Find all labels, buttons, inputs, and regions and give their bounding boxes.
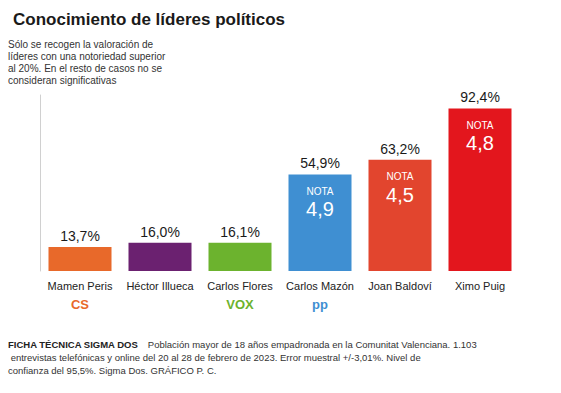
svg-text:Carlos Flores: Carlos Flores (207, 280, 273, 292)
svg-text:Carlos Mazón: Carlos Mazón (286, 280, 354, 292)
svg-text:Población mayor de 18 años emp: Población mayor de 18 años empadronada e… (143, 339, 477, 350)
svg-text:13,7%: 13,7% (60, 228, 100, 244)
svg-text:Joan Baldoví: Joan Baldoví (368, 280, 432, 292)
svg-text:FICHA TÉCNICA SIGMA DOS: FICHA TÉCNICA SIGMA DOS (8, 339, 138, 350)
svg-text:4,9: 4,9 (306, 198, 334, 220)
svg-text:entrevistas telefónicas y onli: entrevistas telefónicas y online del 20 … (8, 352, 423, 363)
svg-text:NOTA: NOTA (386, 171, 413, 182)
svg-text:16,0%: 16,0% (140, 224, 180, 240)
svg-text:pp: pp (312, 297, 328, 312)
svg-text:líderes con una notoriedad sup: líderes con una notoriedad superior (8, 51, 168, 62)
svg-text:16,1%: 16,1% (220, 224, 260, 240)
svg-text:NOTA: NOTA (466, 120, 493, 131)
svg-text:4,8: 4,8 (466, 132, 494, 154)
svg-text:4,5: 4,5 (386, 184, 414, 206)
svg-text:54,9%: 54,9% (300, 155, 340, 171)
svg-text:al 20%. En el resto de casos n: al 20%. En el resto de casos no se (8, 63, 165, 74)
svg-text:92,4%: 92,4% (460, 89, 500, 105)
svg-text:Ximo Puig: Ximo Puig (455, 280, 505, 292)
svg-text:Conocimiento de líderes políti: Conocimiento de líderes políticos (13, 10, 285, 29)
svg-text:confianza del 95,5%. Sigma Dos: confianza del 95,5%. Sigma Dos. GRÁFICO … (8, 365, 216, 376)
svg-text:Sólo se recogen la valoración: Sólo se recogen la valoración de (8, 39, 156, 50)
svg-text:63,2%: 63,2% (380, 141, 420, 157)
svg-text:CS: CS (71, 297, 89, 312)
svg-text:VOX: VOX (226, 297, 254, 312)
svg-text:consideran significativas: consideran significativas (8, 75, 116, 86)
svg-text:Héctor Illueca: Héctor Illueca (126, 280, 194, 292)
svg-text:NOTA: NOTA (306, 186, 333, 197)
svg-text:Mamen Peris: Mamen Peris (48, 280, 113, 292)
